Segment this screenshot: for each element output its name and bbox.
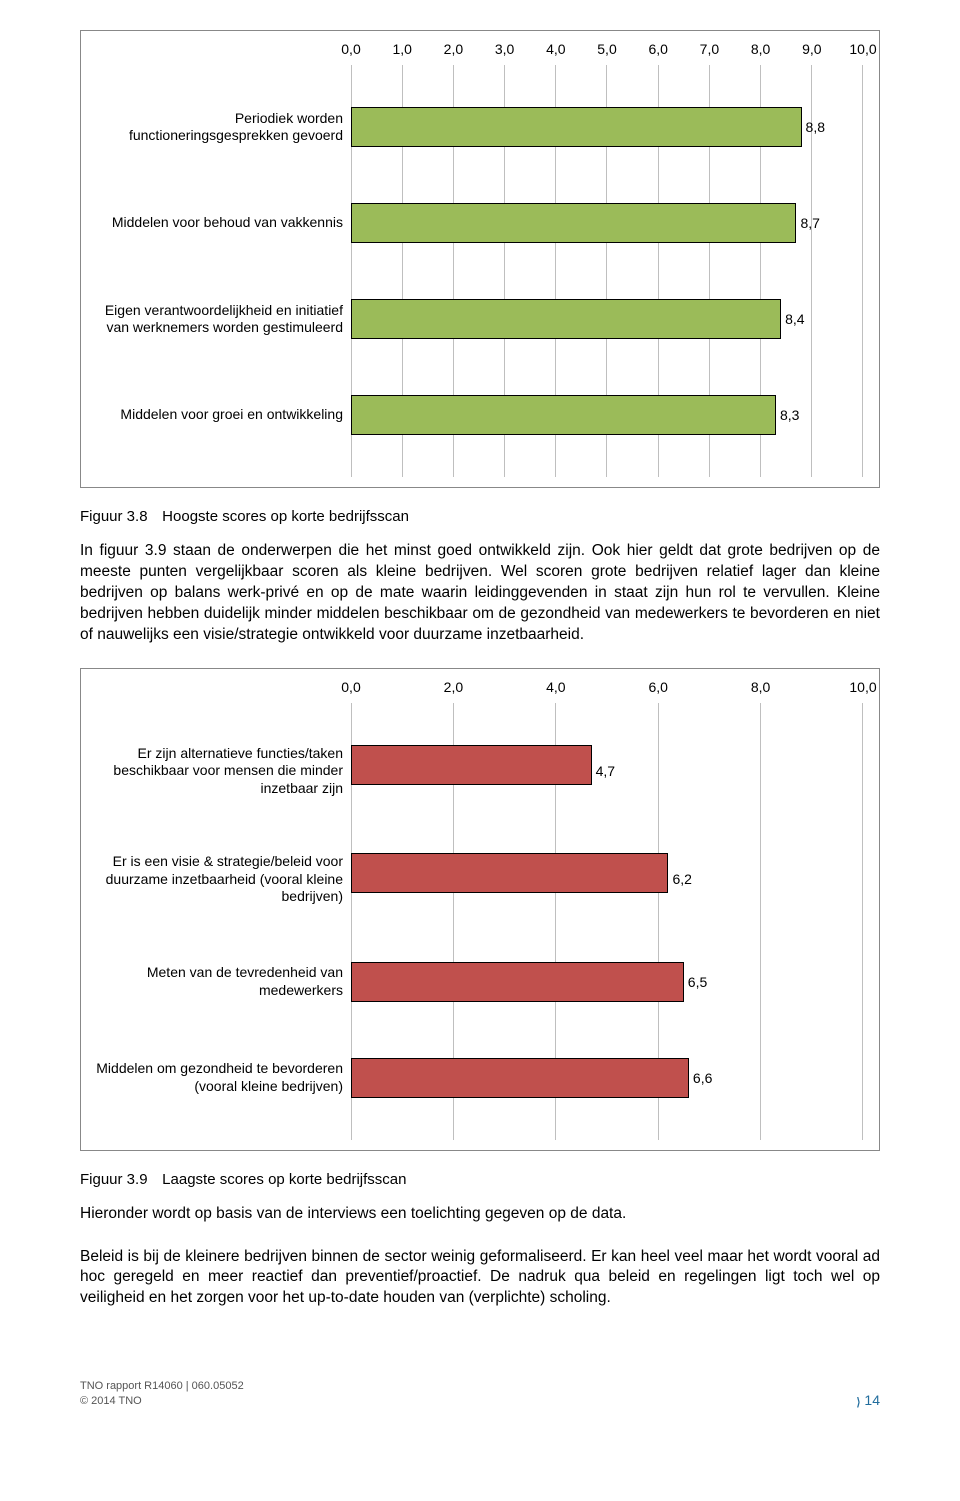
axis-tick: 2,0 (444, 41, 463, 57)
caption-text: Hoogste scores op korte bedrijfsscan (162, 508, 409, 525)
paragraph-2: Hieronder wordt op basis van de intervie… (80, 1204, 880, 1225)
bar-label: Periodiek worden functioneringsgesprekke… (91, 93, 351, 161)
bar-label: Middelen voor behoud van vakkennis (91, 189, 351, 257)
bar-label: Er zijn alternatieve functies/taken besc… (91, 731, 351, 812)
axis-tick: 10,0 (849, 679, 876, 695)
axis-tick: 8,0 (751, 679, 770, 695)
axis-tick: 2,0 (444, 679, 463, 695)
bar-fill (351, 1058, 689, 1098)
footer-left: TNO rapport R14060 | 060.05052 © 2014 TN… (80, 1379, 244, 1408)
bar-label: Er is een visie & strategie/beleid voor … (91, 839, 351, 920)
footer-page: › 14 (856, 1392, 880, 1408)
axis-tick: 7,0 (700, 41, 719, 57)
bar-value: 8,7 (800, 215, 819, 231)
page-footer: TNO rapport R14060 | 060.05052 © 2014 TN… (80, 1379, 880, 1408)
chart-highest-scores: 0,0 1,0 2,0 3,0 4,0 5,0 6,0 7,0 8,0 9,0 10,0 Period… (80, 30, 880, 488)
bar-value: 8,4 (785, 311, 804, 327)
bar-fill (351, 299, 781, 339)
footer-report-id: TNO rapport R14060 | 060.05052 (80, 1379, 244, 1393)
axis-tick: 4,0 (546, 679, 565, 695)
bar-fill (351, 107, 802, 147)
caption-text: Laagste scores op korte bedrijfsscan (162, 1171, 406, 1188)
axis-tick: 8,0 (751, 41, 770, 57)
bar-fill (351, 395, 776, 435)
bar-fill (351, 203, 796, 243)
bar-row: Middelen voor behoud van vakkennis 8,7 (91, 189, 863, 257)
bar-value: 4,7 (596, 763, 615, 779)
axis-tick: 4,0 (546, 41, 565, 57)
axis-tick: 9,0 (802, 41, 821, 57)
bar-fill (351, 745, 592, 785)
bar-label: Eigen verantwoordelijkheid en initiatief… (91, 285, 351, 353)
bar-row: Middelen voor groei en ontwikkeling 8,3 (91, 381, 863, 449)
axis-tick: 3,0 (495, 41, 514, 57)
bar-value: 8,3 (780, 407, 799, 423)
bar-value: 8,8 (806, 119, 825, 135)
bar-value: 6,6 (693, 1070, 712, 1086)
bar-label: Meten van de tevredenheid van medewerker… (91, 948, 351, 1016)
chevron-right-icon: › (856, 1385, 859, 1415)
chart-lowest-scores: 0,0 2,0 4,0 6,0 8,0 10,0 Er zijn alternatieve … (80, 668, 880, 1151)
caption-label: Figuur 3.8 (80, 508, 158, 525)
bar-row: Middelen om gezondheid te bevorderen (vo… (91, 1044, 863, 1112)
figure-caption-3-9: Figuur 3.9 Laagste scores op korte bedri… (80, 1171, 880, 1188)
figure-caption-3-8: Figuur 3.8 Hoogste scores op korte bedri… (80, 508, 880, 525)
bar-row: Er is een visie & strategie/beleid voor … (91, 839, 863, 920)
page-number: 14 (864, 1392, 880, 1408)
axis-tick: 1,0 (392, 41, 411, 57)
axis-tick: 5,0 (597, 41, 616, 57)
axis-tick: 0,0 (341, 679, 360, 695)
axis-tick: 6,0 (648, 679, 667, 695)
bar-fill (351, 962, 684, 1002)
caption-label: Figuur 3.9 (80, 1171, 158, 1188)
bar-row: Meten van de tevredenheid van medewerker… (91, 948, 863, 1016)
bar-label: Middelen voor groei en ontwikkeling (91, 381, 351, 449)
paragraph-3: Beleid is bij de kleinere bedrijven binn… (80, 1247, 880, 1310)
axis-tick: 10,0 (849, 41, 876, 57)
bar-row: Eigen verantwoordelijkheid en initiatief… (91, 285, 863, 353)
axis-tick: 6,0 (648, 41, 667, 57)
footer-copyright: © 2014 TNO (80, 1394, 244, 1408)
bar-label: Middelen om gezondheid te bevorderen (vo… (91, 1044, 351, 1112)
bar-row: Periodiek worden functioneringsgesprekke… (91, 93, 863, 161)
bar-value: 6,5 (688, 974, 707, 990)
bar-fill (351, 853, 668, 893)
paragraph-1: In figuur 3.9 staan de onderwerpen die h… (80, 541, 880, 646)
bar-value: 6,2 (672, 871, 691, 887)
axis-tick: 0,0 (341, 41, 360, 57)
bar-row: Er zijn alternatieve functies/taken besc… (91, 731, 863, 812)
